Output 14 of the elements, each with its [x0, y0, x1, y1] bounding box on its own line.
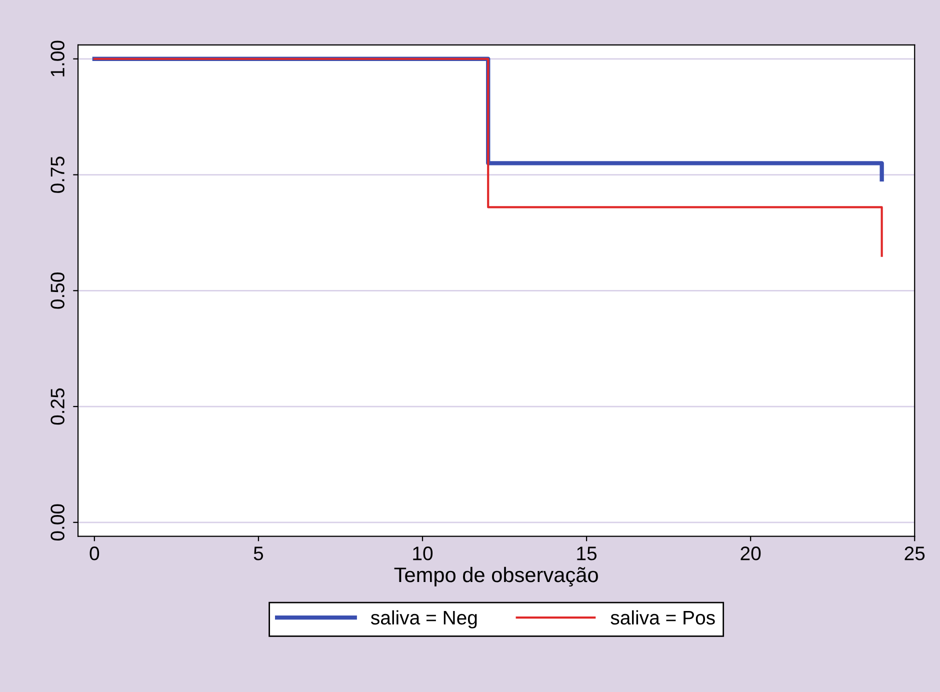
y-tick-label: 0.75 [50, 156, 64, 193]
x-axis-title: Tempo de observação [394, 566, 598, 586]
x-tick-label: 0 [90, 546, 100, 560]
y-tick-label: 1.00 [50, 40, 64, 76]
x-tick-label: 15 [577, 546, 597, 560]
y-tick-label: 0.00 [50, 504, 64, 541]
x-tick-label: 25 [904, 546, 925, 560]
y-tick-label: 0.25 [50, 388, 64, 425]
legend-label: saliva = Neg [370, 610, 477, 628]
x-tick-label: 10 [413, 546, 433, 560]
y-tick-label: 0.50 [50, 272, 64, 309]
legend-label: saliva = Pos [610, 610, 715, 625]
x-tick-label: 5 [254, 546, 264, 560]
x-tick-label: 20 [740, 546, 761, 560]
